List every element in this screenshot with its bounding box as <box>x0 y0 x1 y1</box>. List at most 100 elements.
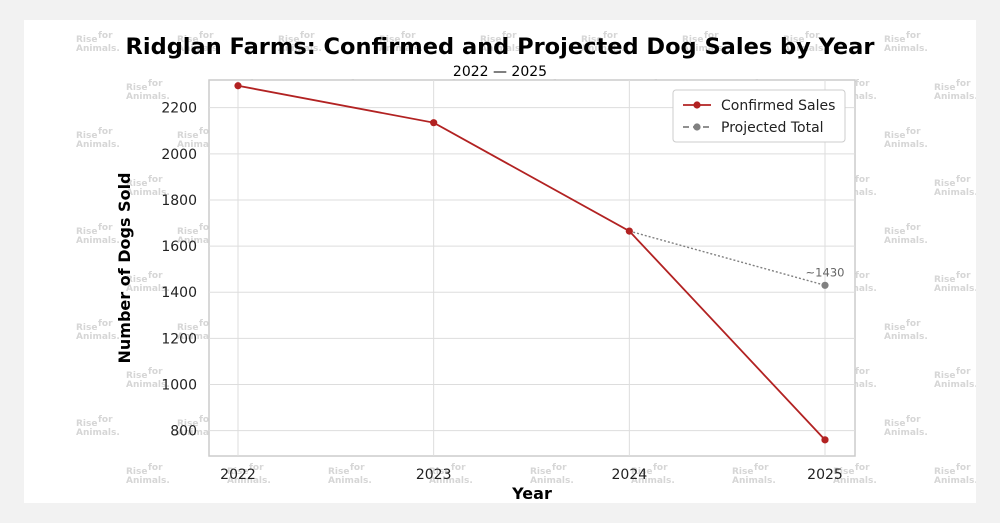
watermark-text: Animals. <box>328 476 372 486</box>
watermark-text: for <box>906 319 921 329</box>
watermark-text: Rise <box>328 467 349 477</box>
watermark-text: Rise <box>177 35 198 45</box>
watermark-text: Animals. <box>480 44 524 54</box>
watermark-text: Rise <box>76 323 97 333</box>
watermark-text: Rise <box>126 179 147 189</box>
y-tick-label: 1400 <box>161 285 197 301</box>
watermark-text: for <box>855 79 870 89</box>
watermark-text: Animals. <box>177 140 221 150</box>
legend: Confirmed Sales Projected Total <box>672 89 846 143</box>
watermark-text: for <box>401 31 416 41</box>
confirmed-sales-point <box>821 436 829 444</box>
watermark-text: Rise <box>278 35 299 45</box>
watermark-text: Rise <box>934 275 955 285</box>
watermark-text: Rise <box>682 35 703 45</box>
x-axis-label: Year <box>511 484 552 503</box>
watermark-text: for <box>199 223 214 233</box>
watermark-text: for <box>300 31 315 41</box>
watermark-text: Animals. <box>732 476 776 486</box>
watermark-text: for <box>350 463 365 473</box>
watermark-text: for <box>906 223 921 233</box>
watermark-text: for <box>502 31 517 41</box>
watermark-text: Animals. <box>581 44 625 54</box>
watermark-text: Animals. <box>530 476 574 486</box>
watermark-text: Animals. <box>76 44 120 54</box>
watermark-text: Animals. <box>227 476 271 486</box>
y-tick-label: 2000 <box>161 147 197 163</box>
watermark-text: for <box>199 127 214 137</box>
watermark-text: Animals. <box>278 44 322 54</box>
y-axis-label: Number of Dogs Sold <box>115 172 134 363</box>
watermark-text: Rise <box>480 35 501 45</box>
legend-label-confirmed-sales: Confirmed Sales <box>721 98 835 114</box>
figure: Rise for Animals. Rise for Animals. Rise for Ani… <box>24 20 976 503</box>
watermark-text: Rise <box>884 419 905 429</box>
grid-lines <box>209 80 855 456</box>
watermark-text: for <box>906 31 921 41</box>
watermark-text: for <box>855 463 870 473</box>
watermark-text: for <box>148 367 163 377</box>
watermark-text: Animals. <box>126 476 170 486</box>
y-tick-label: 800 <box>170 424 197 440</box>
projection-annotation: ~1430 <box>806 265 845 279</box>
confirmed-sales-point <box>234 82 242 90</box>
watermark-text: Animals. <box>884 428 928 438</box>
watermark-text: Animals. <box>631 476 675 486</box>
watermark-text: Rise <box>732 467 753 477</box>
legend-marker-projected-total <box>693 123 701 131</box>
watermark-text: Animals. <box>76 332 120 342</box>
watermark-text: Rise <box>783 35 804 45</box>
watermark-text: for <box>906 415 921 425</box>
watermark-text: for <box>855 271 870 281</box>
watermark-text: Rise <box>429 467 450 477</box>
watermark-text: Animals. <box>884 140 928 150</box>
y-tick-label: 1600 <box>161 239 197 255</box>
watermark-text: Rise <box>884 227 905 237</box>
watermark-text: Animals. <box>177 236 221 246</box>
watermark-text: for <box>956 463 971 473</box>
watermark-text: Animals. <box>884 332 928 342</box>
watermark-text: Rise <box>177 323 198 333</box>
confirmed-sales-point <box>430 119 438 127</box>
watermark-text: Animals. <box>884 44 928 54</box>
legend-label-projected-total: Projected Total <box>721 120 824 136</box>
watermark-text: for <box>148 79 163 89</box>
watermark-text: for <box>98 31 113 41</box>
plot-area <box>208 79 856 457</box>
watermark-text: for <box>956 367 971 377</box>
watermark-text: Rise <box>934 179 955 189</box>
watermark-text: Animals. <box>379 44 423 54</box>
watermark-text: Rise <box>379 35 400 45</box>
watermark-text: Animals. <box>177 44 221 54</box>
watermark-text: for <box>855 367 870 377</box>
watermark-text: Animals. <box>76 140 120 150</box>
watermark-text: Rise <box>934 83 955 93</box>
watermark-text: Rise <box>126 371 147 381</box>
watermark-text: for <box>148 463 163 473</box>
watermark-text: for <box>98 223 113 233</box>
watermark-text: Rise <box>884 35 905 45</box>
watermark-text: for <box>199 319 214 329</box>
watermark-text: Rise <box>76 35 97 45</box>
watermark-text: for <box>906 127 921 137</box>
watermark-text: Rise <box>631 467 652 477</box>
projected-total-line <box>629 230 826 286</box>
